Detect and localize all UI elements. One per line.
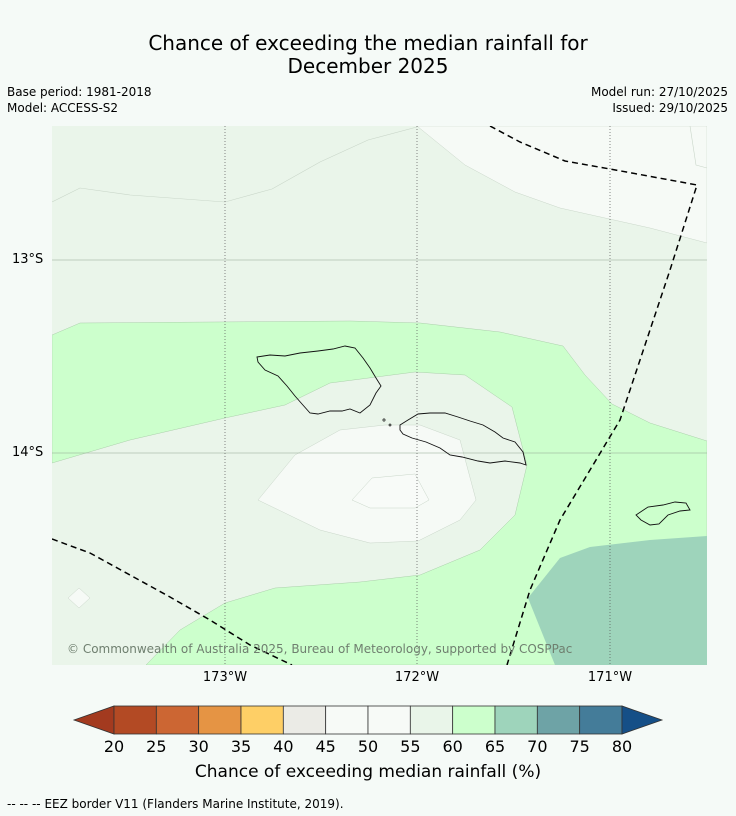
copyright-text: © Commonwealth of Australia 2025, Bureau… <box>67 642 572 656</box>
colorbar-tick-45: 45 <box>315 737 336 756</box>
colorbar-tick-65: 65 <box>484 737 506 756</box>
lat-label-14s: 14°S <box>12 445 44 460</box>
colorbar-extend-low <box>72 705 115 735</box>
eez-legend-symbol: -- -- -- <box>7 797 41 811</box>
region-65-70 <box>528 536 707 665</box>
colorbar-extend-high <box>621 705 664 735</box>
eez-border <box>52 126 698 665</box>
issued-date: Issued: 29/10/2025 <box>612 101 728 115</box>
colorbar-swatch-65-70 <box>494 705 538 735</box>
colorbar-tick-60: 60 <box>442 737 463 756</box>
colorbar-tick-55: 55 <box>400 737 421 756</box>
colorbar-swatch-60-65 <box>452 705 496 735</box>
title-line2: December 2025 <box>287 54 449 78</box>
colorbar-tick-20: 20 <box>103 737 125 756</box>
colorbar <box>72 705 664 735</box>
colorbar-swatch-30-35 <box>198 705 242 735</box>
model-run: Model run: 27/10/2025 <box>590 85 728 99</box>
graticule <box>52 259 707 454</box>
colorbar-swatch-55-60 <box>409 705 454 735</box>
colorbar-swatch-20-25 <box>113 705 157 735</box>
region-50-55-northeast <box>416 126 707 244</box>
island-upolu <box>399 412 527 466</box>
colorbar-tick-40: 40 <box>273 737 294 756</box>
region-innermost <box>351 473 430 509</box>
colorbar-tick-35: 35 <box>230 737 252 756</box>
colorbar-swatch-25-30 <box>155 705 200 735</box>
colorbar-swatch-35-40 <box>240 705 284 735</box>
small-island-marker <box>67 587 91 609</box>
title-line1: Chance of exceeding the median rainfall … <box>148 31 588 55</box>
island-tutuila <box>635 501 691 526</box>
colorbar-swatch-45-50 <box>325 705 369 735</box>
colorbar-swatch-70-75 <box>536 705 581 735</box>
colorbar-swatch-50-55 <box>367 705 411 735</box>
lon-label-172w: 172°W <box>394 670 440 685</box>
eez-legend: -- -- -- EEZ border V11 (Flanders Marine… <box>7 797 344 811</box>
colorbar-tick-50: 50 <box>357 737 379 756</box>
colorbar-swatch-40-45 <box>282 705 327 735</box>
model-name: Model: ACCESS-S2 <box>7 101 119 115</box>
colorbar-tick-30: 30 <box>188 737 209 756</box>
colorbar-tick-75: 75 <box>569 737 590 756</box>
eez-legend-text: EEZ border V11 (Flanders Marine Institut… <box>44 797 344 811</box>
colorbar-tick-80: 80 <box>611 737 633 756</box>
lon-label-173w: 173°W <box>202 670 248 685</box>
colorbar-tick-70: 70 <box>527 737 548 756</box>
lon-label-171w: 171°W <box>587 670 633 685</box>
colorbar-title: Chance of exceeding median rainfall (%) <box>194 762 542 782</box>
colorbar-tick-25: 25 <box>146 737 167 756</box>
base-period: Base period: 1981-2018 <box>7 85 152 99</box>
island-savaii <box>256 345 382 415</box>
lat-label-13s: 13°S <box>12 252 44 267</box>
colorbar-swatch-75-80 <box>579 705 623 735</box>
